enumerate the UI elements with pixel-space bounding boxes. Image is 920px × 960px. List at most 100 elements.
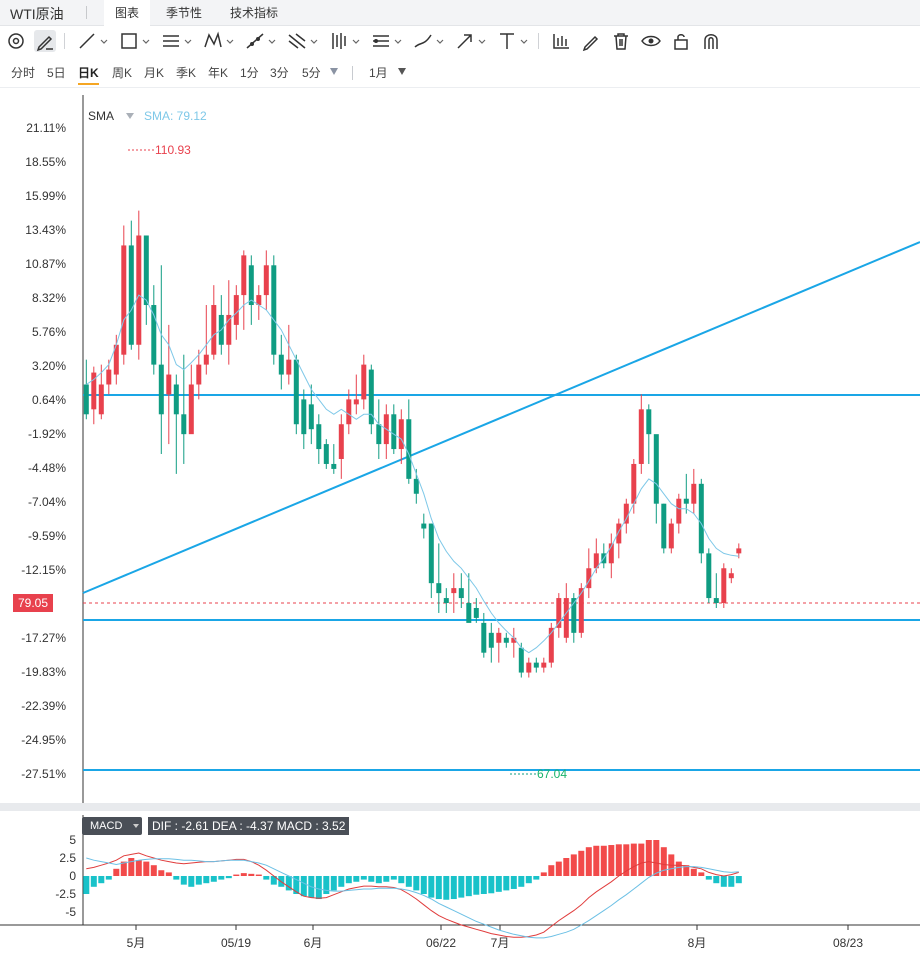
- macd-histogram-bar: [233, 874, 240, 876]
- candle: [136, 235, 142, 345]
- pencil-icon[interactable]: [580, 30, 602, 52]
- magnet-u-icon[interactable]: [700, 30, 722, 52]
- macd-histogram-bar: [533, 876, 540, 880]
- candle: [98, 384, 104, 415]
- period-monthly[interactable]: 月K: [144, 66, 165, 80]
- candle: [263, 265, 269, 296]
- channel-icon[interactable]: [370, 30, 404, 52]
- period-more-icon[interactable]: [330, 68, 338, 75]
- period-5min[interactable]: 5分: [302, 66, 321, 80]
- candle: [83, 384, 89, 415]
- arrow-icon[interactable]: [454, 30, 488, 52]
- candle: [683, 498, 689, 504]
- y-tick-label: -19.83%: [21, 665, 66, 679]
- period-weekly[interactable]: 周K: [112, 66, 133, 80]
- candle: [361, 364, 367, 400]
- brush-icon[interactable]: [412, 30, 446, 52]
- macd-histogram-bar: [720, 876, 727, 887]
- sma-dropdown-icon[interactable]: [126, 113, 134, 119]
- text-icon[interactable]: [496, 30, 530, 52]
- range-dropdown-icon[interactable]: [398, 68, 406, 75]
- macd-histogram-bar: [645, 840, 652, 876]
- bars-icon[interactable]: [550, 30, 572, 52]
- pattern-icon[interactable]: [202, 30, 236, 52]
- tab-seasonal[interactable]: 季节性: [160, 0, 208, 26]
- macd-histogram-bar: [503, 876, 510, 891]
- tab-chart[interactable]: 图表: [104, 0, 150, 26]
- macd-histogram-bar: [323, 876, 330, 894]
- candle: [91, 372, 97, 410]
- pitchfork-icon[interactable]: [328, 30, 362, 52]
- tab-indicators[interactable]: 技术指标: [222, 0, 286, 26]
- macd-histogram-bar: [98, 876, 105, 884]
- macd-histogram-bar: [315, 876, 322, 900]
- period-5day[interactable]: 5日: [47, 66, 66, 80]
- period-intraday[interactable]: 分时: [11, 66, 36, 80]
- candle: [158, 364, 164, 415]
- candle: [293, 359, 299, 425]
- x-tick-label: 05/19: [221, 936, 251, 950]
- parallel-icon[interactable]: [160, 30, 194, 52]
- candle: [271, 265, 277, 355]
- macd-histogram-bar: [683, 865, 690, 876]
- period-daily[interactable]: 日K: [78, 64, 99, 85]
- macd-histogram-bar: [225, 876, 232, 879]
- y-tick-label: 21.11%: [26, 121, 66, 135]
- y-tick-label: -17.27%: [21, 631, 66, 645]
- macd-histogram-bar: [578, 850, 585, 876]
- macd-histogram-bar: [218, 876, 225, 880]
- macd-histogram-bar: [615, 844, 622, 876]
- candle: [391, 414, 397, 450]
- macd-histogram-bar: [405, 876, 412, 887]
- pane-separator: [0, 803, 920, 811]
- range-select[interactable]: 1月: [369, 66, 388, 80]
- sma-legend-label[interactable]: SMA: [88, 109, 115, 123]
- macd-y-tick-label: -5: [65, 905, 76, 919]
- line-icon[interactable]: [76, 30, 110, 52]
- y-tick-label: 10.87%: [25, 257, 66, 271]
- ray-icon[interactable]: [244, 30, 278, 52]
- macd-histogram-bar: [120, 861, 127, 876]
- macd-histogram-bar: [570, 854, 577, 876]
- macd-dropdown-icon[interactable]: [133, 824, 139, 828]
- trash-icon[interactable]: [610, 30, 632, 52]
- period-3min[interactable]: 3分: [270, 66, 289, 80]
- y-tick-label: -27.51%: [21, 767, 66, 781]
- lock-icon[interactable]: [670, 30, 692, 52]
- magnet-icon[interactable]: [6, 30, 26, 52]
- candle: [616, 523, 622, 544]
- tab-chart-label: 图表: [114, 6, 139, 20]
- candle: [518, 647, 524, 673]
- macd-histogram-bar: [173, 876, 180, 880]
- y-tick-label: 3.20%: [32, 359, 66, 373]
- pen-icon[interactable]: [34, 30, 56, 52]
- period-quarterly[interactable]: 季K: [176, 66, 197, 80]
- eye-icon[interactable]: [640, 30, 662, 52]
- period-1min[interactable]: 1分: [240, 66, 259, 80]
- macd-histogram-bar: [630, 843, 637, 876]
- rect-icon[interactable]: [118, 30, 152, 52]
- candle: [323, 444, 329, 464]
- candle: [608, 543, 614, 564]
- macd-indicator-select[interactable]: MACD: [82, 817, 142, 835]
- macd-histogram-bar: [473, 876, 480, 895]
- candle: [571, 598, 577, 633]
- fib-icon[interactable]: [286, 30, 320, 52]
- candle: [308, 404, 314, 430]
- macd-histogram-bar: [195, 876, 202, 885]
- candle: [533, 662, 539, 668]
- chart-background: [0, 95, 920, 960]
- macd-y-tick-label: 5: [69, 833, 76, 847]
- period-yearly[interactable]: 年K: [208, 66, 229, 80]
- macd-histogram-bar: [143, 861, 150, 876]
- candle: [226, 314, 232, 345]
- x-tick-label: 5月: [127, 936, 146, 950]
- macd-histogram-bar: [713, 876, 720, 884]
- macd-dif-line: [86, 852, 739, 938]
- candle: [436, 583, 442, 594]
- macd-histogram-bar: [540, 872, 547, 876]
- candle: [143, 235, 149, 306]
- macd-histogram-bar: [398, 876, 405, 884]
- macd-histogram-bar: [203, 876, 210, 884]
